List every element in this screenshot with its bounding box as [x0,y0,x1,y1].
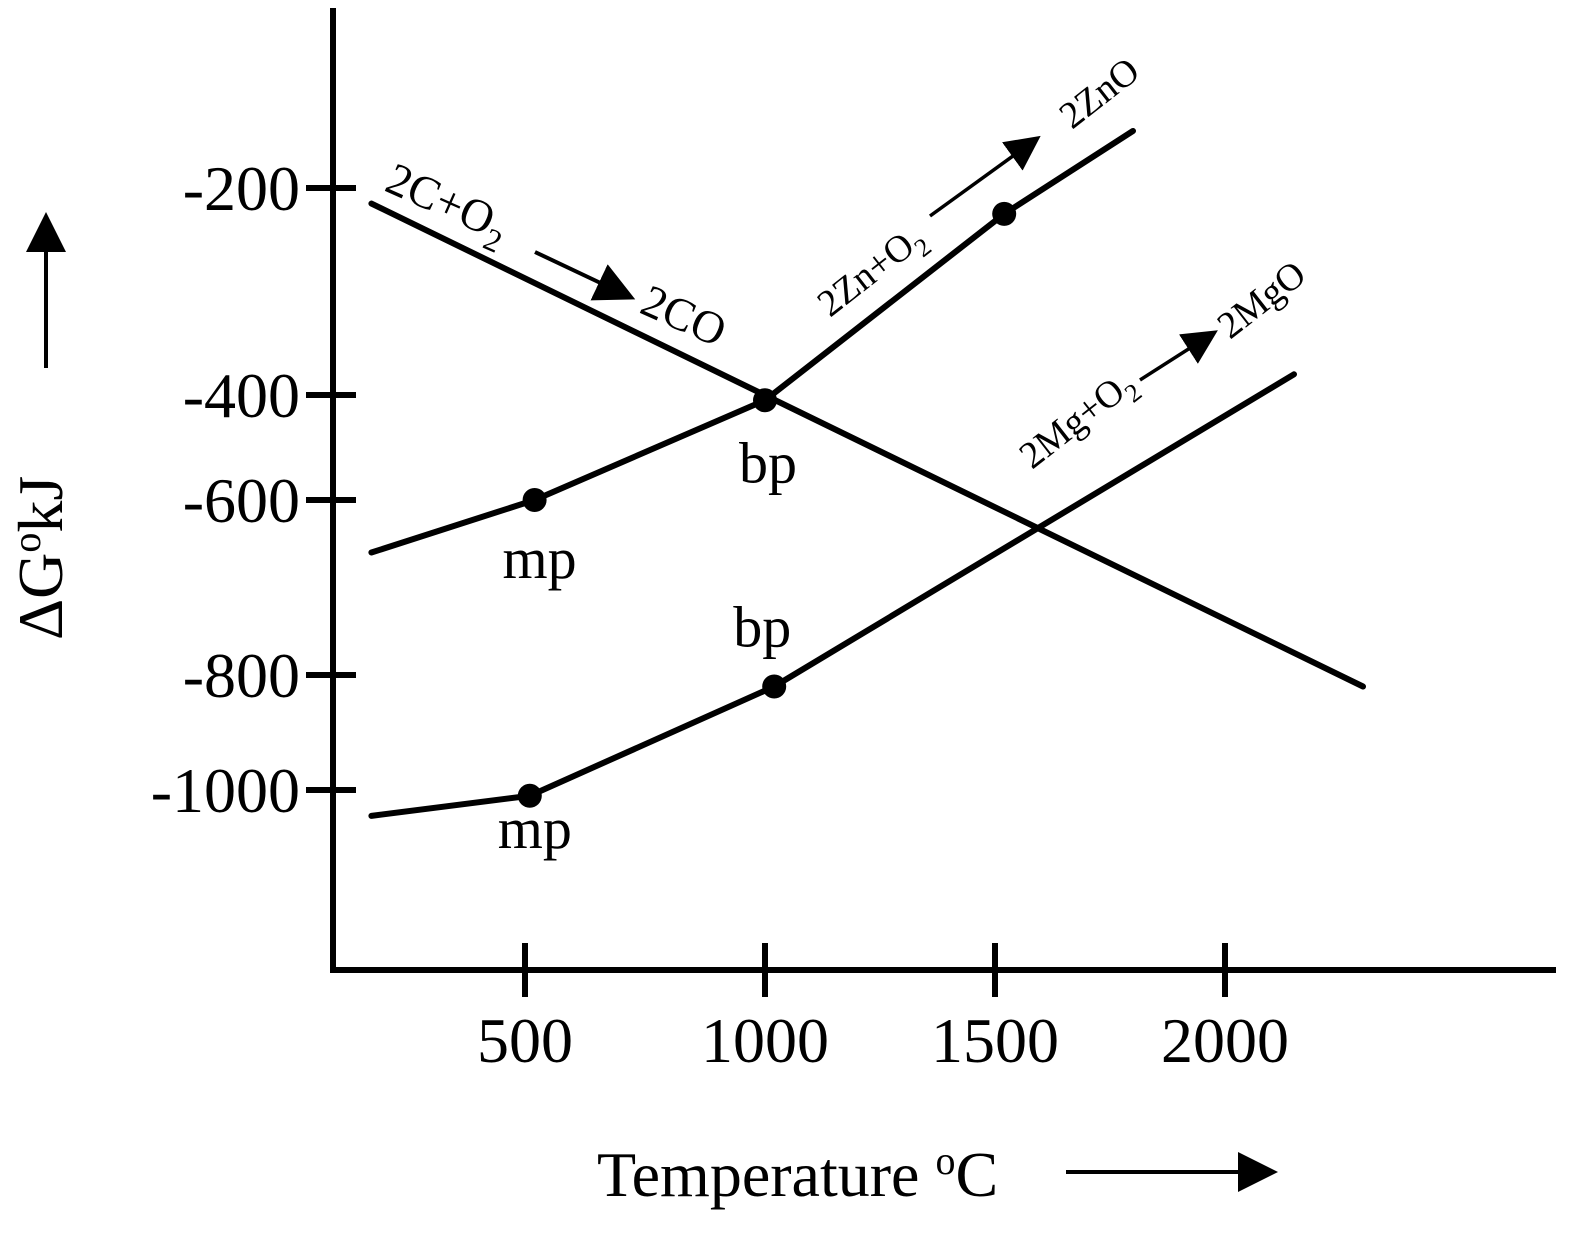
y-tick-label: -400 [183,360,300,431]
mg-line-label: 2Mg+O2 2MgO [1012,253,1314,483]
y-tick-label: -200 [183,153,300,224]
zn-mp-label: mp [503,526,577,591]
svg-text:2C+O2: 2C+O2 [375,153,517,260]
x-title-text: Temperature [597,1139,919,1210]
y-tick-label: -800 [183,640,300,711]
svg-text:ΔGokJ: ΔGokJ [4,476,76,640]
x-axis-ticks: 500 1000 1500 2000 [477,943,1289,1076]
mg-marker [762,674,787,699]
mg-label-lhs: 2Mg+O [1012,370,1133,477]
mg-marker [517,783,542,808]
series-layer [368,127,1366,819]
zn-label-lhs: 2Zn+O [810,224,923,325]
x-title-sup: o [935,1138,955,1183]
x-tick-label: 1500 [931,1005,1059,1076]
x-tick-label: 1000 [701,1005,829,1076]
y-title-unit: kJ [5,476,76,533]
mg-line [368,371,1297,819]
y-tick-label: -600 [183,465,300,536]
co-reaction-arrow [534,250,636,301]
zn-marker [753,388,777,413]
y-tick-label: -1000 [151,755,300,826]
zn-bp-label: bp [739,430,797,495]
x-tick-label: 2000 [1161,1005,1289,1076]
x-axis-title: Temperature oC [597,1138,1278,1210]
y-axis-ticks: -200 -400 -600 -800 -1000 [151,153,356,826]
svg-text:2Mg+O2: 2Mg+O2 [1012,362,1148,483]
zn-line-label: 2Zn+O2 2ZnO [810,49,1148,325]
zn-reaction-arrow [928,135,1041,218]
mg-reaction-arrow [1139,330,1218,382]
y-title-sup: o [4,533,49,553]
co-label-rhs: 2CO [634,275,734,357]
mg-label-rhs: 2MgO [1210,253,1314,347]
mg-mp-label: mp [498,796,572,861]
co-line [368,200,1366,690]
zn-marker [992,201,1017,226]
zn-marker [522,488,547,512]
zn-label-rhs: 2ZnO [1052,49,1148,137]
marker-layer: mp bp mp bp [498,201,1017,861]
co-line-label: 2C+O2 2CO [375,153,734,357]
x-title-unit: C [955,1139,998,1210]
x-tick-label: 500 [477,1005,573,1076]
co-label-lhs: 2C+O [379,153,503,245]
y-title-prefix: ΔG [5,553,76,640]
y-axis-title: ΔGokJ [4,212,76,640]
mg-bp-label: bp [733,595,791,660]
